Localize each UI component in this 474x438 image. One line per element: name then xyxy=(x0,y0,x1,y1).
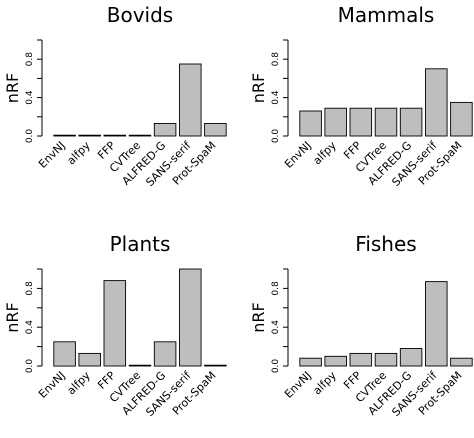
bar-prot-spam xyxy=(204,123,227,137)
y-tick-label: 0.8 xyxy=(271,52,281,67)
x-tick-label: EnvNJ xyxy=(36,369,68,401)
y-tick-label: 0.8 xyxy=(25,281,35,296)
bar-alfpy xyxy=(78,352,101,367)
bar-cvtree xyxy=(374,352,398,367)
y-tick-label: 0.4 xyxy=(25,320,35,335)
bar-cvtree xyxy=(128,134,152,137)
bar-alfred-g xyxy=(399,107,423,137)
bar-envnj xyxy=(299,357,322,367)
y-tick-label: 0.0 xyxy=(271,359,281,374)
bar-sans-serif xyxy=(179,268,202,367)
bar-alfred-g xyxy=(153,123,177,137)
y-tick-label: 0.4 xyxy=(25,90,35,105)
bar-sans-serif xyxy=(179,63,202,137)
bar-sans-serif xyxy=(425,68,448,137)
y-axis-label: nRF xyxy=(249,73,268,103)
bar-alfred-g xyxy=(399,348,423,367)
bar-prot-spam xyxy=(450,101,473,137)
y-tick-label: 0.4 xyxy=(271,320,281,335)
x-tick-label: alfpy xyxy=(311,139,340,168)
chart-title: Mammals xyxy=(338,3,435,27)
bar-cvtree xyxy=(374,107,398,137)
y-axis-label: nRF xyxy=(3,73,22,103)
y-tick-label: 0.0 xyxy=(25,129,35,144)
bar-prot-spam xyxy=(204,364,227,367)
chart-title: Fishes xyxy=(355,232,416,256)
bar-alfpy xyxy=(78,134,101,137)
bar-ffp xyxy=(103,280,127,367)
x-tick-label: EnvNJ xyxy=(282,369,314,401)
bar-alfpy xyxy=(324,107,347,137)
x-tick-label: alfpy xyxy=(65,369,94,398)
bar-prot-spam xyxy=(450,357,473,367)
y-tick-label: 0.8 xyxy=(25,52,35,67)
chart-title: Bovids xyxy=(107,3,173,27)
bar-alfred-g xyxy=(153,341,177,367)
x-tick-label: EnvNJ xyxy=(36,139,68,171)
bar-envnj xyxy=(53,134,76,137)
bar-envnj xyxy=(53,341,76,367)
bar-ffp xyxy=(349,352,373,367)
y-tick-label: 0.0 xyxy=(25,359,35,374)
x-tick-label: alfpy xyxy=(65,139,94,168)
bar-envnj xyxy=(299,110,322,137)
bar-cvtree xyxy=(128,364,152,367)
bar-ffp xyxy=(349,107,373,137)
y-axis-label: nRF xyxy=(249,302,268,332)
bar-alfpy xyxy=(324,355,347,367)
y-axis-label: nRF xyxy=(3,302,22,332)
x-tick-label: EnvNJ xyxy=(282,139,314,171)
chart-title: Plants xyxy=(110,232,171,256)
y-tick-label: 0.8 xyxy=(271,281,281,296)
y-tick-label: 0.4 xyxy=(271,90,281,105)
bar-ffp xyxy=(103,134,127,137)
x-tick-label: alfpy xyxy=(311,369,340,398)
bar-sans-serif xyxy=(425,281,448,367)
y-tick-label: 0.0 xyxy=(271,129,281,144)
